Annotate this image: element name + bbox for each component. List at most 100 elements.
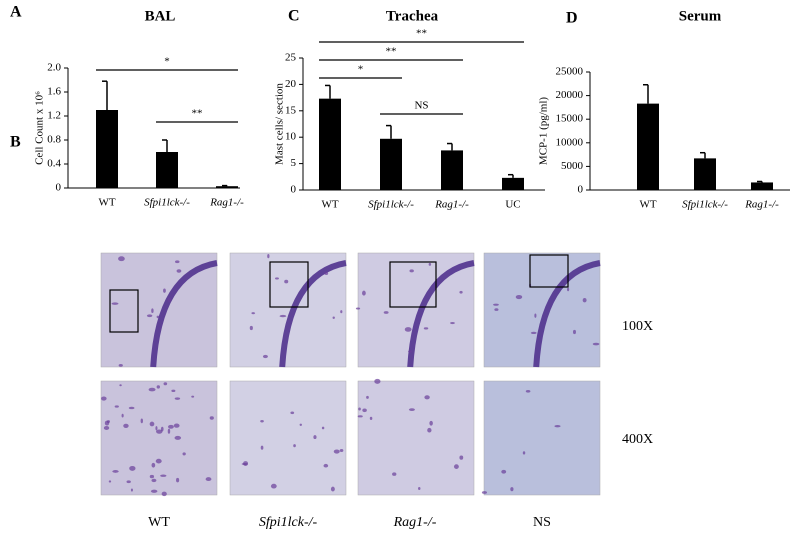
y-axis-label: Mast cells/ section bbox=[274, 83, 286, 165]
significance-label: ** bbox=[386, 46, 397, 58]
cell bbox=[209, 416, 214, 420]
x-tick-label: Sfpi1lck-/- bbox=[682, 199, 728, 211]
cell bbox=[262, 354, 268, 359]
cell bbox=[321, 426, 325, 430]
cell bbox=[450, 321, 455, 325]
bar bbox=[216, 186, 238, 188]
cell bbox=[424, 395, 430, 400]
bar bbox=[502, 177, 524, 190]
cell bbox=[494, 308, 499, 311]
panel-label: C bbox=[288, 8, 300, 25]
x-tick-label: Rag1-/- bbox=[434, 199, 469, 211]
cell bbox=[111, 302, 119, 305]
cell bbox=[357, 415, 363, 418]
y-axis-label: MCP-1 (pg/ml) bbox=[538, 97, 550, 165]
cell bbox=[173, 423, 180, 428]
bar bbox=[751, 182, 773, 190]
cell bbox=[126, 480, 131, 484]
cell bbox=[163, 382, 168, 386]
airway-wall bbox=[150, 260, 218, 368]
cell bbox=[429, 420, 433, 426]
cell bbox=[251, 312, 256, 315]
bar bbox=[96, 110, 118, 188]
micrograph bbox=[357, 380, 475, 496]
cell bbox=[362, 290, 366, 296]
x-tick-label: WT bbox=[321, 199, 338, 211]
cell bbox=[270, 483, 277, 489]
cell bbox=[150, 489, 158, 493]
cell bbox=[156, 315, 160, 319]
cell bbox=[582, 298, 587, 303]
y-tick-label: 0.8 bbox=[47, 134, 61, 146]
y-tick-label: 0 bbox=[291, 184, 297, 196]
error-bar bbox=[700, 151, 706, 159]
column-label: WT bbox=[148, 515, 170, 530]
cell bbox=[130, 488, 133, 492]
y-tick-label: 20000 bbox=[556, 89, 584, 101]
significance-label: ** bbox=[416, 28, 427, 40]
cell bbox=[149, 421, 155, 427]
error-bar bbox=[386, 124, 392, 139]
cell bbox=[333, 449, 340, 454]
cell bbox=[156, 429, 163, 434]
airway-wall bbox=[533, 260, 601, 368]
histology-grid bbox=[100, 252, 601, 497]
y-tick-label: 20 bbox=[285, 78, 297, 90]
panel-label: A bbox=[10, 4, 22, 21]
cell bbox=[114, 405, 119, 408]
cell bbox=[149, 474, 155, 479]
y-tick-label: 0 bbox=[578, 184, 584, 196]
cell bbox=[330, 486, 335, 492]
cell bbox=[383, 311, 389, 314]
cell bbox=[369, 416, 373, 421]
cell bbox=[163, 288, 166, 293]
cell bbox=[260, 445, 264, 450]
y-tick-label: 25000 bbox=[556, 66, 584, 78]
bar bbox=[380, 138, 402, 190]
cell bbox=[453, 464, 459, 469]
significance-label: * bbox=[358, 64, 364, 76]
cell bbox=[121, 413, 124, 418]
y-tick-label: 25 bbox=[285, 52, 297, 64]
cell bbox=[592, 342, 600, 346]
cell bbox=[103, 426, 110, 430]
airway-wall bbox=[407, 260, 475, 368]
inset-box bbox=[109, 289, 139, 333]
cell bbox=[293, 444, 296, 448]
cell bbox=[279, 314, 287, 318]
cell bbox=[176, 269, 182, 273]
y-tick-label: 1.2 bbox=[47, 110, 61, 122]
cell bbox=[408, 408, 415, 412]
cell bbox=[161, 491, 167, 497]
cell bbox=[118, 256, 125, 262]
x-tick-label: Sfpi1lck-/- bbox=[368, 199, 414, 211]
cell bbox=[174, 435, 182, 440]
y-tick-label: 10 bbox=[285, 131, 297, 143]
cell bbox=[171, 389, 176, 393]
cell bbox=[119, 384, 122, 387]
bar bbox=[319, 98, 341, 190]
cell bbox=[175, 260, 180, 264]
cell bbox=[182, 452, 186, 456]
cell bbox=[274, 277, 279, 280]
cell bbox=[151, 478, 157, 483]
cell bbox=[340, 310, 343, 314]
error-bar bbox=[222, 184, 228, 187]
significance-label: * bbox=[164, 56, 170, 68]
cell bbox=[339, 448, 344, 452]
cell bbox=[404, 327, 412, 332]
x-tick-label: WT bbox=[639, 199, 656, 211]
micrograph bbox=[100, 380, 218, 496]
bar bbox=[156, 152, 178, 188]
column-label: NS bbox=[533, 515, 551, 530]
cell bbox=[427, 427, 432, 433]
x-tick-label: UC bbox=[505, 199, 520, 211]
cell bbox=[112, 470, 119, 473]
cell bbox=[205, 477, 212, 482]
significance-label: ** bbox=[192, 108, 203, 120]
cell bbox=[313, 435, 317, 440]
column-label: Sfpi1lck-/- bbox=[259, 515, 318, 530]
cell bbox=[249, 325, 253, 331]
cell bbox=[267, 254, 270, 259]
cell bbox=[123, 423, 129, 428]
